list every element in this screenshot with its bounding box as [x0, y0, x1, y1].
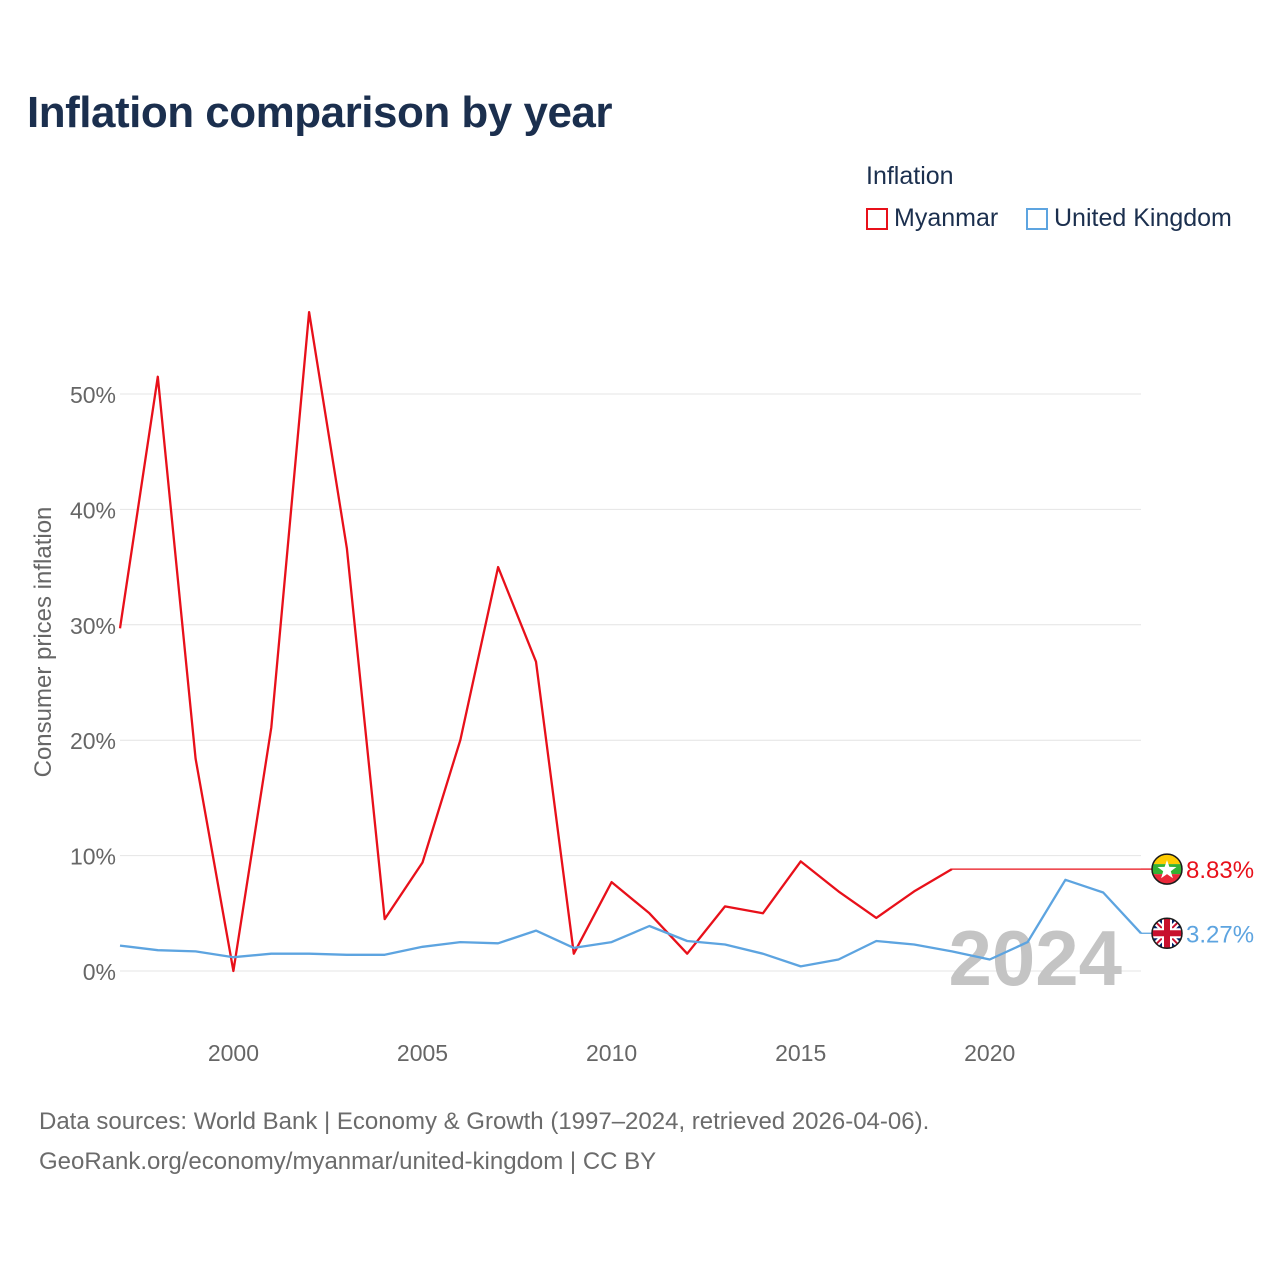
end-value-label-myanmar: 8.83% — [1186, 857, 1254, 884]
y-tick-label: 0% — [83, 959, 116, 985]
legend-label-united-kingdom: United Kingdom — [1054, 204, 1232, 232]
flag-stripe-yellow — [1152, 854, 1182, 865]
footer-sources: Data sources: World Bank | Economy & Gro… — [39, 1108, 930, 1135]
legend-swatch-myanmar — [866, 207, 888, 230]
myanmar-flag-icon — [1151, 853, 1183, 885]
flag-body — [1152, 854, 1182, 885]
y-axis-title: Consumer prices inflation — [30, 507, 57, 778]
flag-border — [1151, 853, 1183, 885]
footer-attribution[interactable]: GeoRank.org/economy/myanmar/united-kingd… — [39, 1148, 657, 1175]
x-tick-label: 2005 — [397, 1040, 448, 1066]
year-watermark: 2024 — [948, 914, 1122, 1002]
flag-cross-red — [1164, 918, 1170, 949]
x-tick-label: 2020 — [964, 1040, 1015, 1066]
series-line-myanmar — [118, 310, 953, 973]
legend-item-myanmar[interactable]: Myanmar — [866, 204, 998, 233]
legend-item-united-kingdom[interactable]: United Kingdom — [1026, 204, 1232, 233]
flag-star — [1157, 860, 1177, 879]
legend-title: Inflation — [866, 162, 954, 190]
flag-stripe-red — [1152, 874, 1182, 885]
uk-flag-icon — [1151, 917, 1183, 950]
x-tick-label: 2000 — [208, 1040, 259, 1066]
y-tick-label: 40% — [70, 497, 116, 523]
end-value-label-united-kingdom: 3.27% — [1186, 921, 1254, 948]
chart-title: Inflation comparison by year — [27, 88, 613, 137]
flag-body — [1152, 918, 1182, 949]
x-tick-label: 2015 — [775, 1040, 826, 1066]
series-line-united-kingdom — [119, 878, 1142, 968]
x-tick-label: 2010 — [586, 1040, 637, 1066]
y-tick-label: 10% — [70, 844, 116, 870]
flag-border — [1151, 917, 1183, 950]
legend-label-myanmar: Myanmar — [894, 204, 999, 232]
y-tick-label: 20% — [70, 728, 116, 754]
legend-swatch-united-kingdom — [1026, 207, 1048, 230]
y-tick-label: 50% — [70, 382, 116, 408]
y-tick-label: 30% — [70, 613, 116, 639]
